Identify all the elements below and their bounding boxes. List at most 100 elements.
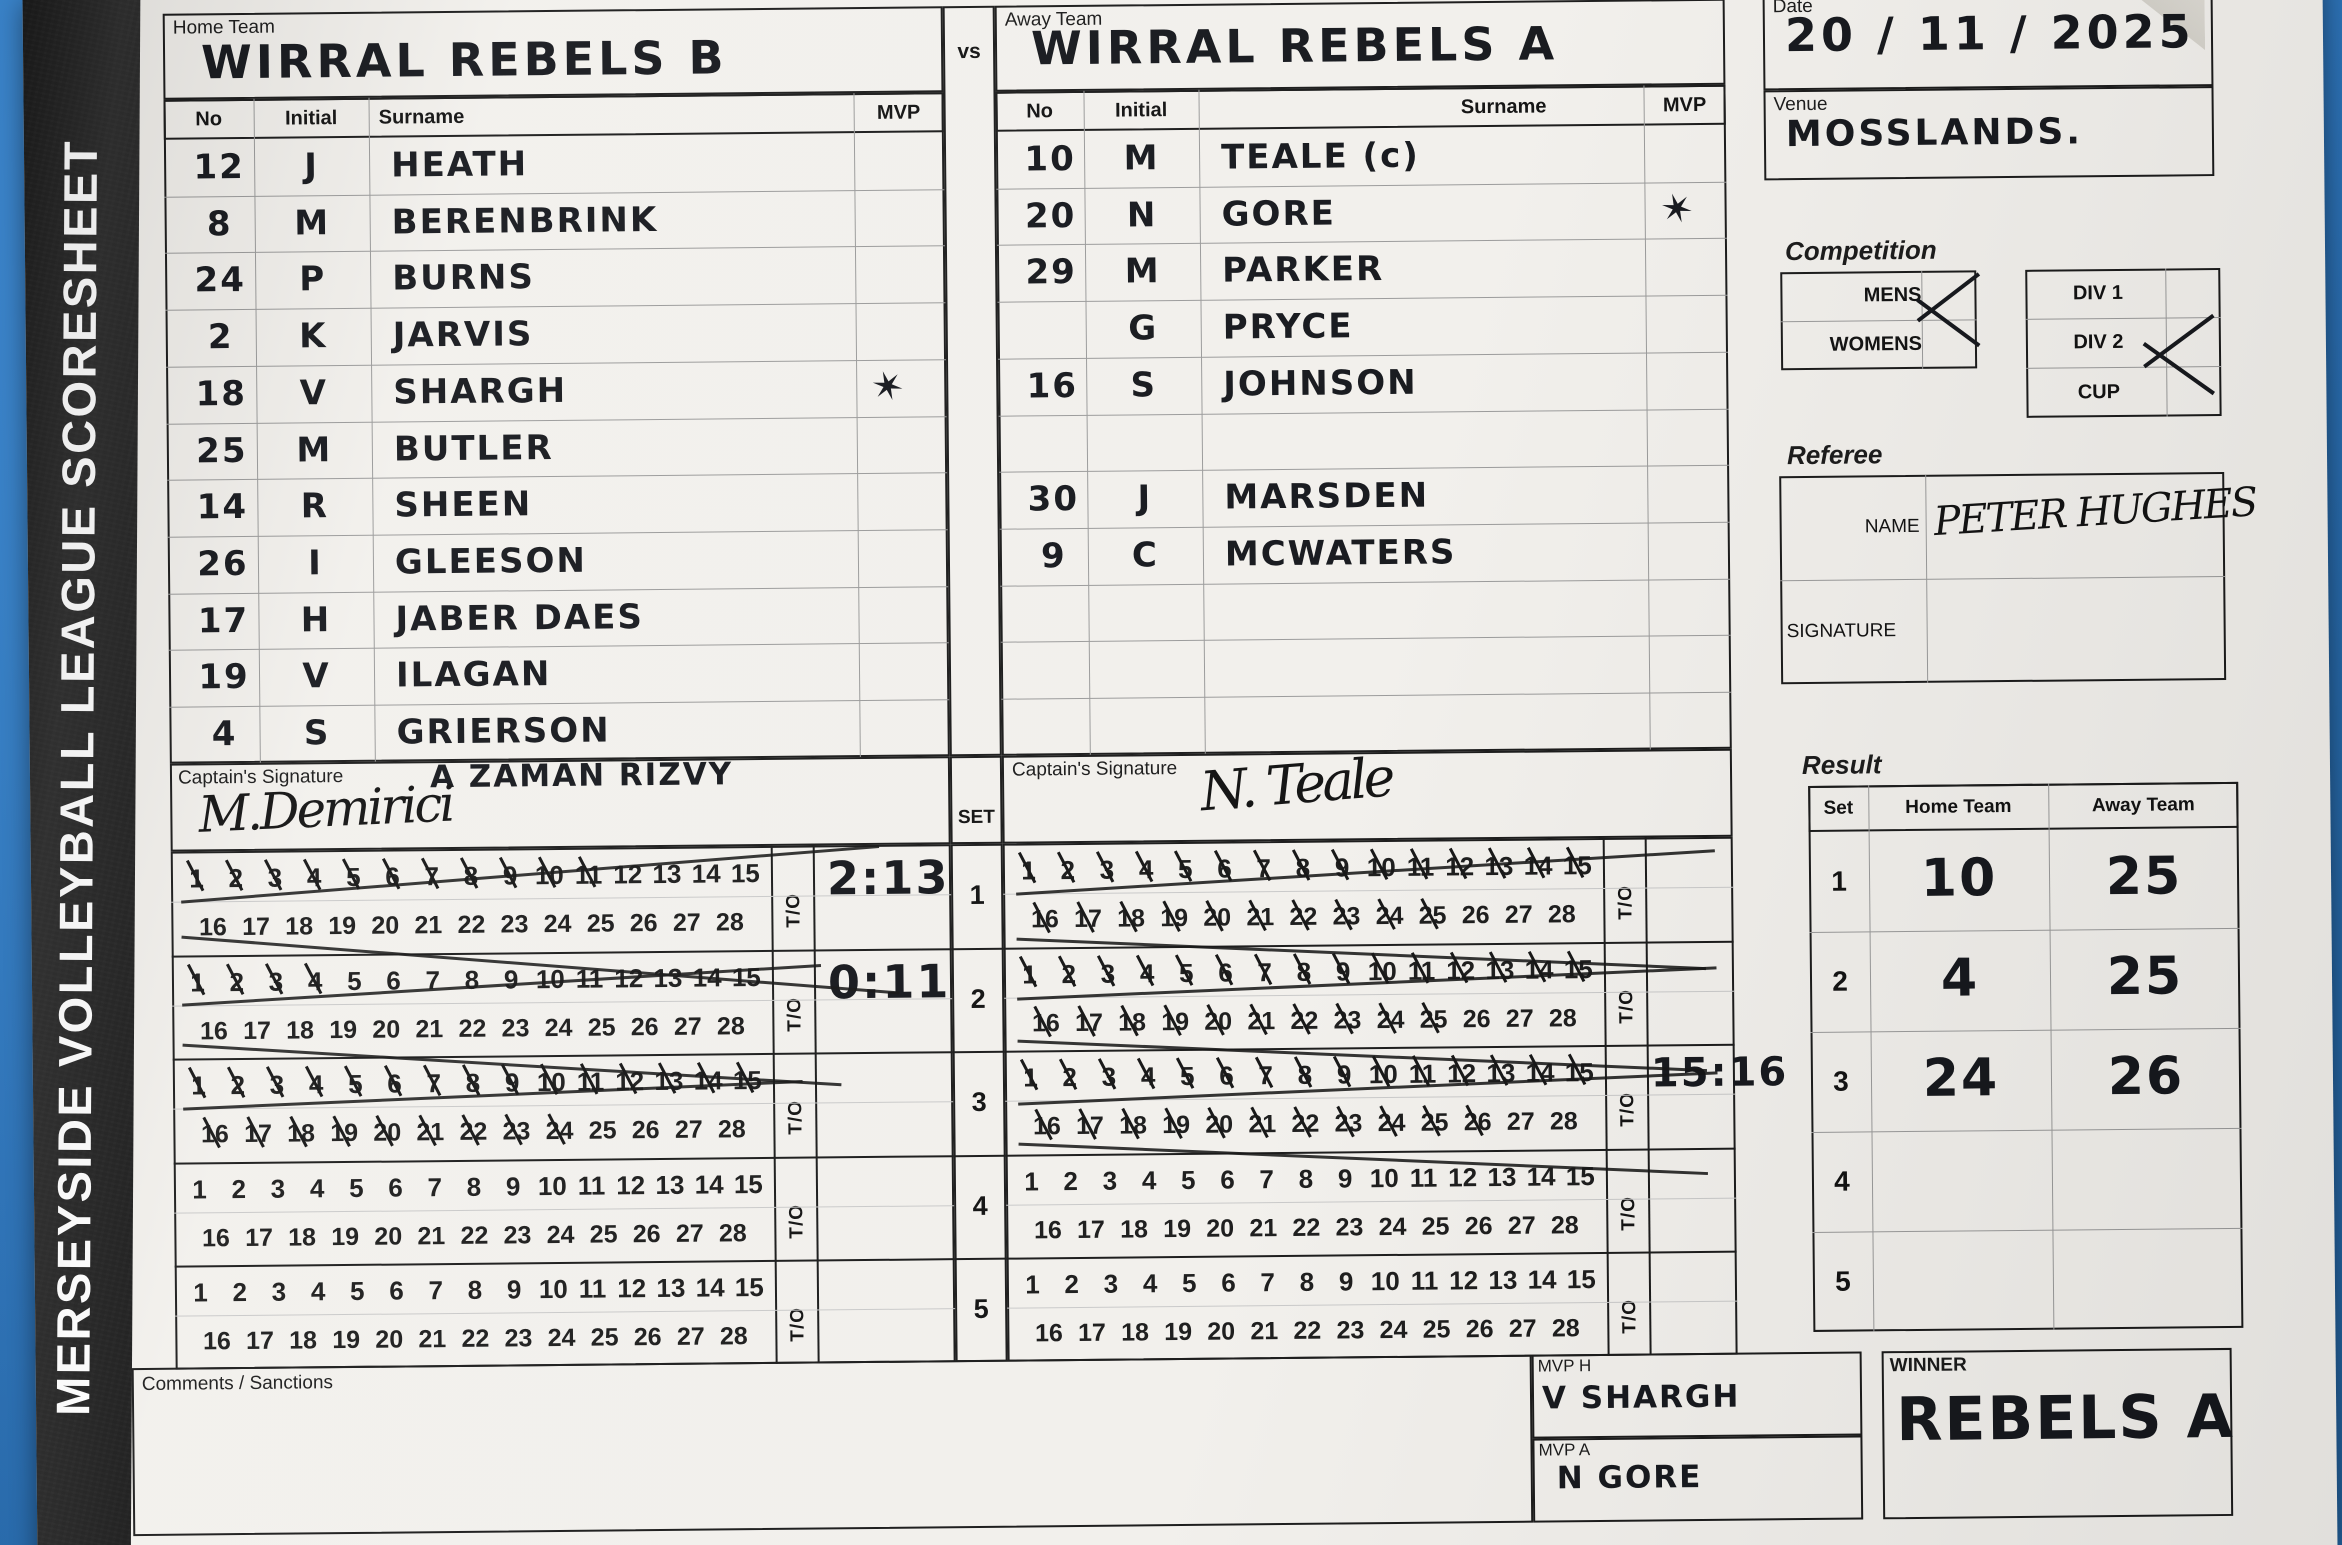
away-score-number-top[interactable]: 12 [1448, 1161, 1478, 1192]
home-score-number-top[interactable]: 12 [616, 1169, 646, 1200]
away-score-number-top[interactable]: 4 [1142, 1268, 1158, 1299]
away-score-number-bottom[interactable]: 21 [1249, 1213, 1278, 1242]
home-score-number-top[interactable]: 9 [503, 963, 519, 994]
mvp-home-value[interactable]: V SHARGH [1541, 1378, 1741, 1417]
home-score-number-bottom[interactable]: 22 [458, 1014, 487, 1043]
home-score-number-bottom[interactable]: 27 [673, 1012, 702, 1041]
home-score-number-top[interactable]: 10 [538, 1273, 568, 1305]
away-score-number-top[interactable]: 2 [1063, 1165, 1079, 1196]
home-score-number-top[interactable]: 4 [309, 1172, 325, 1203]
home-score-number-bottom[interactable]: 18 [285, 912, 314, 941]
home-score-number-bottom[interactable]: 21 [415, 1014, 444, 1043]
roster-cell-surname[interactable]: MCWATERS [1224, 532, 1457, 575]
roster-cell-number[interactable]: 4 [211, 714, 238, 755]
roster-cell-initial[interactable]: C [1131, 535, 1160, 576]
away-score-number-bottom[interactable]: 19 [1163, 1214, 1192, 1243]
home-score-number-bottom[interactable]: 17 [241, 912, 271, 942]
home-score-number-bottom[interactable]: 16 [202, 1327, 231, 1356]
home-score-number-top[interactable]: 13 [656, 1272, 686, 1304]
away-score-number-top[interactable]: 11 [1409, 1162, 1438, 1193]
home-score-number-bottom[interactable]: 20 [374, 1221, 403, 1251]
away-score-number-bottom[interactable]: 28 [1551, 1314, 1580, 1343]
away-score-number-bottom[interactable]: 17 [1077, 1318, 1107, 1348]
home-score-number-bottom[interactable]: 26 [633, 1323, 662, 1352]
home-score-number-bottom[interactable]: 25 [588, 1116, 617, 1145]
home-score-number-bottom[interactable]: 24 [544, 1013, 573, 1042]
away-score-number-top[interactable]: 13 [1488, 1264, 1518, 1296]
home-score-number-top[interactable]: 15 [731, 961, 761, 992]
result-home-score[interactable]: 10 [1920, 848, 1998, 909]
roster-cell-number[interactable]: 9 [1040, 535, 1067, 577]
roster-cell-initial[interactable]: K [298, 316, 328, 357]
roster-cell-number[interactable]: 29 [1025, 252, 1078, 293]
roster-cell-initial[interactable]: H [300, 599, 332, 641]
home-score-number-bottom[interactable]: 24 [546, 1220, 575, 1249]
winner-value[interactable]: REBELS A [1895, 1381, 2236, 1456]
home-score-number-top[interactable]: 7 [427, 1171, 443, 1202]
away-score-number-top[interactable]: 15 [1566, 1264, 1596, 1295]
roster-cell-number[interactable]: 19 [198, 657, 250, 698]
roster-cell-number[interactable]: 26 [197, 543, 249, 585]
home-score-number-bottom[interactable]: 19 [329, 1015, 358, 1044]
result-away-score[interactable]: 25 [2105, 846, 2183, 908]
away-score-number-bottom[interactable]: 28 [1548, 1003, 1577, 1032]
home-score-number-top[interactable]: 2 [232, 1276, 248, 1308]
away-score-number-bottom[interactable]: 23 [1336, 1316, 1365, 1345]
away-score-number-top[interactable]: 4 [1141, 1164, 1157, 1195]
home-score-number-bottom[interactable]: 27 [674, 1115, 703, 1144]
roster-cell-number[interactable]: 12 [193, 146, 245, 188]
roster-cell-surname[interactable]: ILAGAN [395, 654, 552, 696]
home-score-number-bottom[interactable]: 25 [586, 909, 615, 938]
away-score-number-bottom[interactable]: 22 [1293, 1316, 1322, 1345]
roster-cell-initial[interactable]: J [1137, 478, 1153, 519]
home-score-number-top[interactable]: 8 [466, 1171, 482, 1202]
home-score-number-top[interactable]: 6 [388, 1171, 403, 1203]
roster-cell-initial[interactable]: M [1124, 251, 1161, 292]
roster-cell-surname[interactable]: HEATH [390, 144, 529, 186]
home-score-number-bottom[interactable]: 18 [286, 1015, 315, 1045]
away-score-number-top[interactable]: 6 [1221, 1267, 1236, 1298]
away-score-number-top[interactable]: 6 [1220, 1163, 1235, 1195]
away-score-number-bottom[interactable]: 22 [1292, 1213, 1321, 1242]
home-score-number-top[interactable]: 13 [655, 1169, 685, 1200]
home-score-number-bottom[interactable]: 27 [672, 908, 701, 937]
home-score-number-bottom[interactable]: 24 [547, 1323, 576, 1353]
home-score-number-bottom[interactable]: 26 [631, 1116, 660, 1145]
away-score-number-top[interactable]: 9 [1337, 1162, 1353, 1194]
away-score-number-bottom[interactable]: 17 [1076, 1215, 1106, 1244]
home-score-number-bottom[interactable]: 26 [630, 1012, 659, 1041]
home-score-number-top[interactable]: 15 [733, 1168, 763, 1199]
home-score-number-bottom[interactable]: 20 [375, 1325, 404, 1354]
home-score-number-top[interactable]: 5 [349, 1275, 365, 1306]
away-score-number-bottom[interactable]: 26 [1462, 1004, 1491, 1033]
home-timeout-label[interactable]: T/O [784, 996, 806, 1032]
roster-cell-initial[interactable]: P [299, 259, 327, 300]
roster-cell-number[interactable]: 8 [206, 203, 233, 245]
result-home-score[interactable]: 24 [1922, 1048, 2000, 1109]
home-score-number-top[interactable]: 14 [691, 858, 721, 889]
home-captain-printed[interactable]: A ZAMAN RIZVY [429, 756, 734, 796]
away-score-number-bottom[interactable]: 24 [1379, 1315, 1408, 1345]
home-score-number-top[interactable]: 8 [467, 1274, 483, 1305]
home-score-number-bottom[interactable]: 19 [328, 911, 357, 941]
home-score-number-top[interactable]: 15 [730, 858, 760, 889]
away-score-number-bottom[interactable]: 28 [1550, 1210, 1579, 1239]
home-score-number-top[interactable]: 4 [310, 1276, 326, 1307]
away-score-number-bottom[interactable]: 24 [1378, 1212, 1407, 1241]
away-score-number-top[interactable]: 10 [1369, 1162, 1399, 1193]
home-score-number-bottom[interactable]: 27 [675, 1219, 704, 1248]
home-set-note[interactable]: 2:13 [826, 850, 950, 906]
roster-cell-initial[interactable]: V [302, 656, 331, 697]
home-score-number-bottom[interactable]: 25 [589, 1219, 618, 1249]
roster-cell-number[interactable]: 17 [197, 600, 250, 642]
roster-cell-initial[interactable]: M [294, 202, 331, 244]
comments-box[interactable] [131, 1354, 1534, 1537]
home-score-number-top[interactable]: 11 [578, 1273, 607, 1304]
home-score-number-top[interactable]: 2 [231, 1173, 247, 1204]
competition-option-cup[interactable]: CUP [2077, 380, 2121, 403]
home-score-number-bottom[interactable]: 28 [715, 908, 744, 937]
venue-value[interactable]: MOSSLANDS. [1785, 111, 2084, 156]
away-score-number-top[interactable]: 8 [1298, 1163, 1314, 1194]
roster-cell-number[interactable]: 10 [1024, 138, 1076, 180]
roster-cell-surname[interactable]: PRYCE [1222, 306, 1354, 348]
